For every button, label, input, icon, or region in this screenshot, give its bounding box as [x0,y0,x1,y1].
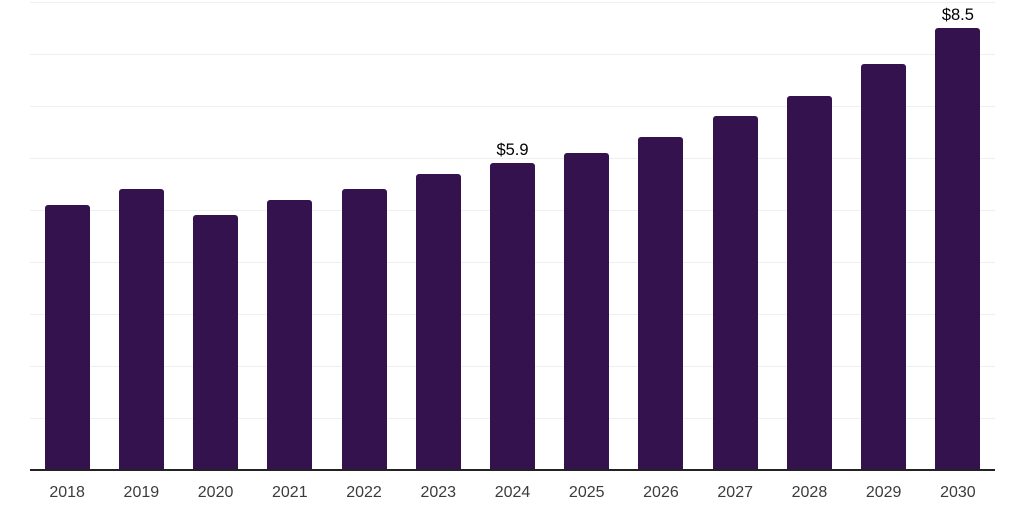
x-axis-label-2022: 2022 [346,484,382,501]
x-axis-label-2021: 2021 [272,484,308,501]
x-axis-label-2026: 2026 [643,484,679,501]
bar-2024 [490,163,535,470]
bar-2021 [267,199,313,470]
bar-2019 [118,189,164,470]
x-axis-label-2028: 2028 [791,484,828,501]
bar-2020 [193,215,239,470]
x-axis-label-2029: 2029 [865,484,902,501]
bar-2027 [712,116,758,470]
bar-2023 [415,173,461,470]
bar-2025 [564,152,610,470]
x-axis-label-2020: 2020 [197,484,234,501]
x-axis-label-2027: 2027 [717,484,753,501]
data-label-2024: $5.9 [496,141,529,160]
gridline [30,158,995,159]
x-axis-line [30,469,995,471]
gridline [30,2,995,3]
gridline [30,54,995,55]
bar-2022 [341,189,387,470]
gridline [30,106,995,107]
bar-2018 [44,204,90,470]
data-label-2030: $8.5 [941,6,974,24]
x-axis-label-2025: 2025 [568,484,605,501]
x-axis-label-2023: 2023 [420,484,457,501]
bar-2029 [861,64,907,470]
x-axis-label-2024: 2024 [494,484,531,501]
x-axis-label-2030: 2030 [940,484,976,501]
x-axis-label-2018: 2018 [49,484,85,501]
bar-2030 [935,28,981,470]
bar-2028 [786,95,832,470]
x-axis-label-2019: 2019 [123,484,160,501]
bar-2026 [638,137,684,470]
